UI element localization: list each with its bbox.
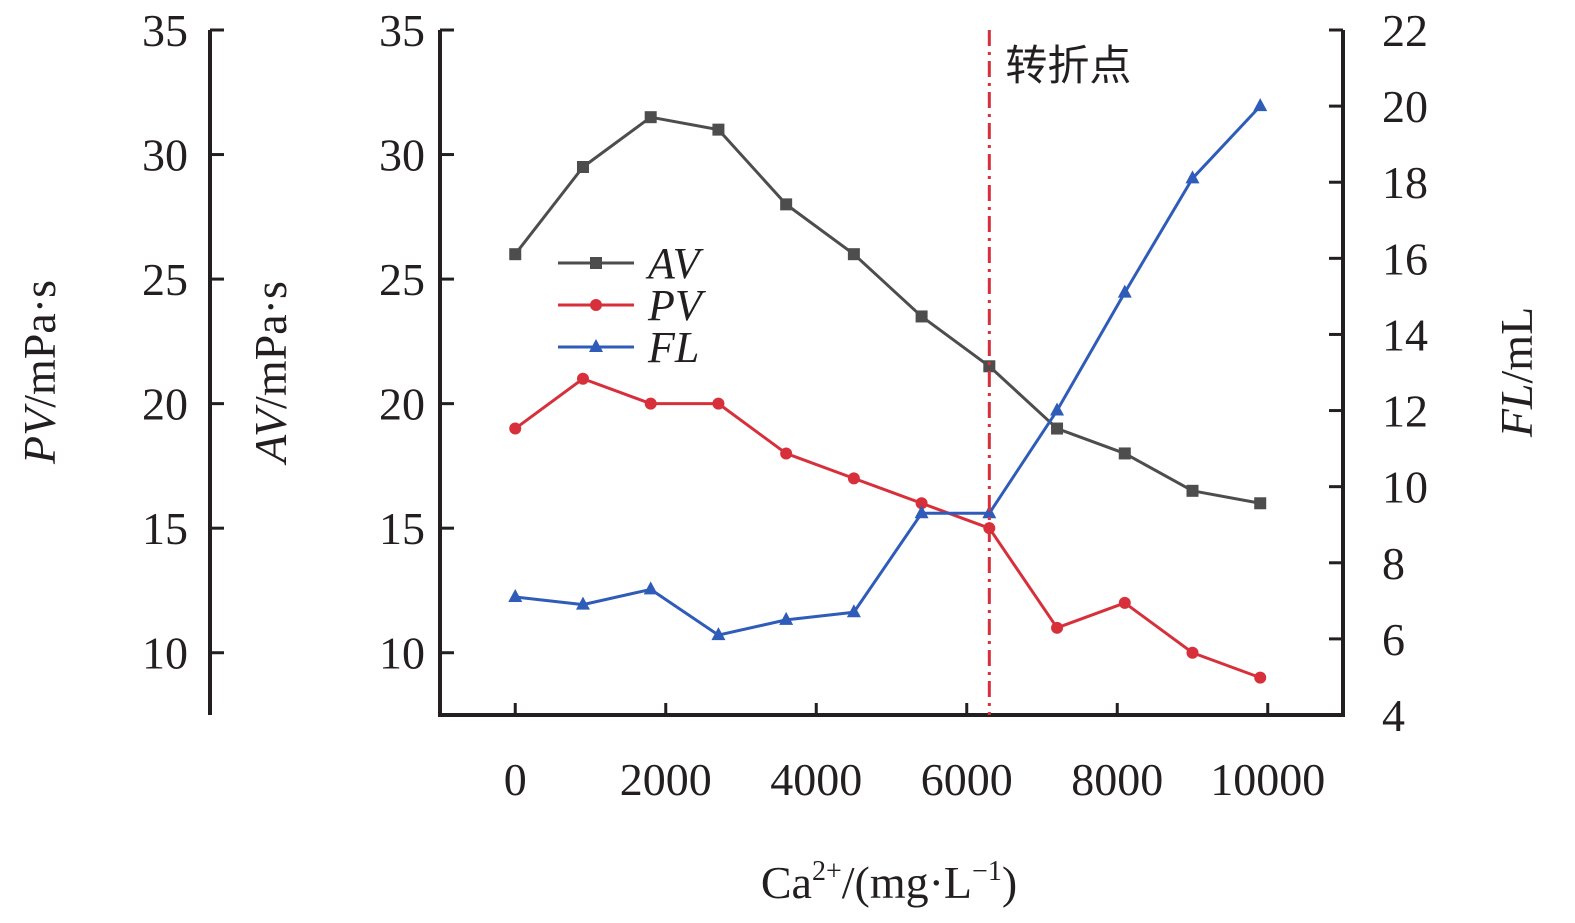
x-axis-title: Ca2+/(mg·L−1) bbox=[761, 856, 1017, 908]
pv-axis-title: PV/mPa·s bbox=[14, 280, 65, 465]
fl-tick-label: 12 bbox=[1382, 386, 1428, 437]
av-tick-label: 30 bbox=[379, 130, 425, 181]
data-point bbox=[1186, 646, 1199, 659]
series-layer bbox=[508, 98, 1268, 684]
data-point bbox=[644, 397, 657, 410]
data-point bbox=[711, 627, 726, 641]
data-point bbox=[1051, 422, 1064, 435]
data-point bbox=[712, 397, 725, 410]
av-tick-label: 10 bbox=[379, 628, 425, 679]
data-point bbox=[915, 497, 928, 510]
pv-tick-label: 25 bbox=[142, 254, 188, 305]
data-point bbox=[643, 581, 658, 595]
data-point bbox=[1254, 497, 1267, 510]
data-point bbox=[1050, 402, 1065, 416]
series-av bbox=[509, 111, 1267, 510]
series-line-fl bbox=[515, 105, 1262, 637]
av-axis-title: AV/mPa·s bbox=[245, 281, 296, 466]
fl-tick-label: 16 bbox=[1382, 233, 1428, 284]
series-line-av bbox=[514, 115, 1261, 505]
data-point bbox=[575, 596, 590, 610]
fl-tick-label: 20 bbox=[1382, 81, 1428, 132]
data-point bbox=[1117, 284, 1132, 298]
pv-tick-label: 20 bbox=[142, 379, 188, 430]
av-tick-label: 15 bbox=[379, 503, 425, 554]
x-tick-label: 10000 bbox=[1210, 754, 1325, 805]
legend-item-pv: PV bbox=[558, 281, 707, 330]
x-tick-label: 2000 bbox=[620, 754, 712, 805]
data-point bbox=[1253, 98, 1268, 112]
av-tick-label: 20 bbox=[379, 379, 425, 430]
data-point bbox=[780, 198, 793, 211]
legend-label: PV bbox=[647, 281, 707, 330]
av-tick-label: 25 bbox=[379, 254, 425, 305]
pv-tick-label: 35 bbox=[142, 5, 188, 56]
axes: 0 2000 4000 6000 8000 10000 10 15 20 25 30 35 10 15 20… bbox=[14, 5, 1542, 908]
data-point bbox=[1118, 447, 1131, 460]
pv-tick-label: 15 bbox=[142, 503, 188, 554]
data-point bbox=[780, 447, 793, 460]
fl-axis-title: FL/mL bbox=[1491, 307, 1542, 438]
data-point bbox=[1051, 621, 1064, 634]
data-point bbox=[590, 257, 602, 269]
x-tick-label: 8000 bbox=[1071, 754, 1163, 805]
x-tick-label: 4000 bbox=[770, 754, 862, 805]
annotation-layer: 转折点 bbox=[987, 30, 1131, 715]
data-point bbox=[590, 299, 602, 311]
av-tick-label: 35 bbox=[379, 5, 425, 56]
fl-tick-label: 18 bbox=[1382, 157, 1428, 208]
legend-item-fl: FL bbox=[558, 323, 699, 372]
data-point bbox=[982, 505, 997, 519]
data-point bbox=[914, 505, 929, 519]
data-point bbox=[846, 604, 861, 618]
data-point bbox=[1186, 484, 1199, 497]
data-point bbox=[915, 310, 928, 323]
data-point bbox=[847, 248, 860, 261]
series-line-pv bbox=[514, 377, 1261, 680]
data-point bbox=[509, 248, 522, 261]
data-point bbox=[508, 589, 523, 603]
data-point bbox=[712, 123, 725, 136]
x-tick-label: 0 bbox=[504, 754, 527, 805]
series-pv bbox=[509, 372, 1267, 684]
data-point bbox=[589, 339, 603, 352]
fl-tick-label: 4 bbox=[1382, 690, 1405, 741]
data-point bbox=[1254, 671, 1267, 684]
legend-label: FL bbox=[647, 323, 699, 372]
data-point bbox=[779, 611, 794, 625]
data-point bbox=[1118, 596, 1131, 609]
data-point bbox=[576, 372, 589, 385]
pv-tick-label: 10 bbox=[142, 628, 188, 679]
fl-tick-label: 6 bbox=[1382, 614, 1405, 665]
fl-tick-label: 22 bbox=[1382, 5, 1428, 56]
series-fl bbox=[508, 98, 1268, 641]
data-point bbox=[847, 472, 860, 485]
data-point bbox=[509, 422, 522, 435]
data-point bbox=[1185, 170, 1200, 184]
pv-tick-label: 30 bbox=[142, 130, 188, 181]
legend-label: AV bbox=[645, 239, 705, 288]
data-point bbox=[983, 360, 996, 373]
data-point bbox=[576, 161, 589, 173]
fl-tick-label: 10 bbox=[1382, 462, 1428, 513]
x-tick-label: 6000 bbox=[921, 754, 1013, 805]
fl-tick-label: 14 bbox=[1382, 309, 1428, 360]
data-point bbox=[644, 111, 657, 124]
fl-tick-label: 8 bbox=[1382, 538, 1405, 589]
turning-point-label: 转折点 bbox=[1005, 44, 1131, 90]
legend-item-av: AV bbox=[558, 239, 705, 288]
